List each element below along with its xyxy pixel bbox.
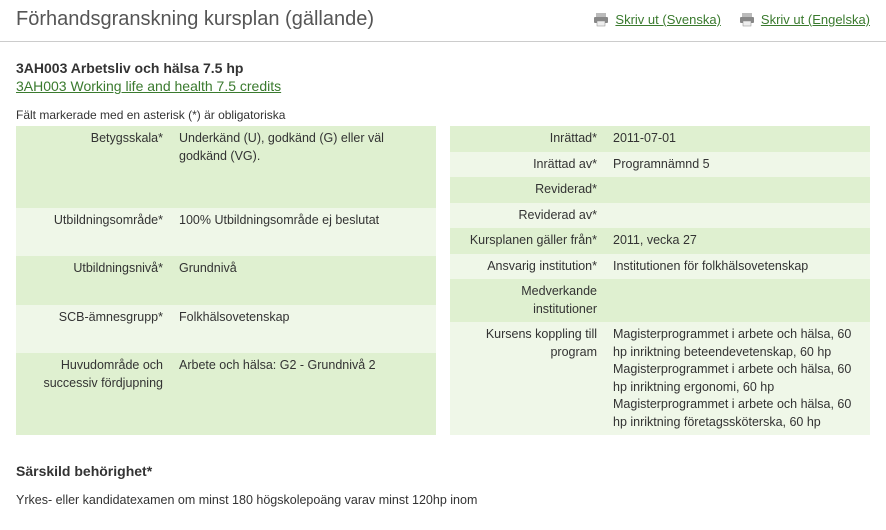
info-value: Institutionen för folkhälsovetenskap	[605, 254, 870, 280]
info-value: Magisterprogrammet i arbete och hälsa, 6…	[605, 322, 870, 435]
info-value	[605, 177, 870, 203]
info-row: Utbildningsnivå*Grundnivå	[16, 256, 436, 304]
print-sv-label: Skriv ut (Svenska)	[615, 12, 720, 27]
course-header: 3AH003 Arbetsliv och hälsa 7.5 hp 3AH003…	[16, 60, 870, 94]
printer-icon	[593, 13, 609, 27]
info-value: 2011, vecka 27	[605, 228, 870, 254]
info-row: Inrättad*2011-07-01	[450, 126, 870, 152]
course-title-en-link[interactable]: 3AH003 Working life and health 7.5 credi…	[16, 78, 281, 94]
info-row: Kursplanen gäller från*2011, vecka 27	[450, 228, 870, 254]
info-value	[605, 279, 870, 322]
info-label: Betygsskala*	[16, 126, 171, 208]
info-row: Huvudområde och successiv fördjupningArb…	[16, 353, 436, 435]
info-label: Huvudområde och successiv fördjupning	[16, 353, 171, 435]
info-label: Utbildningsområde*	[16, 208, 171, 256]
required-fields-note: Fält markerade med en asterisk (*) är ob…	[16, 108, 870, 122]
info-value: Arbete och hälsa: G2 - Grundnivå 2	[171, 353, 436, 435]
print-sv-link[interactable]: Skriv ut (Svenska)	[593, 12, 720, 27]
info-value: Programnämnd 5	[605, 152, 870, 178]
info-value: Folkhälsovetenskap	[171, 305, 436, 353]
info-row: Reviderad*	[450, 177, 870, 203]
info-label: SCB-ämnesgrupp*	[16, 305, 171, 353]
print-en-label: Skriv ut (Engelska)	[761, 12, 870, 27]
info-table-left: Betygsskala*Underkänd (U), godkänd (G) e…	[16, 126, 436, 435]
info-row: Inrättad av*Programnämnd 5	[450, 152, 870, 178]
info-row: SCB-ämnesgrupp*Folkhälsovetenskap	[16, 305, 436, 353]
content: 3AH003 Arbetsliv och hälsa 7.5 hp 3AH003…	[0, 42, 886, 530]
page-title: Förhandsgranskning kursplan (gällande)	[16, 8, 374, 31]
print-en-link[interactable]: Skriv ut (Engelska)	[739, 12, 870, 27]
info-row: Medverkande institutioner	[450, 279, 870, 322]
info-value: Underkänd (U), godkänd (G) eller väl god…	[171, 126, 436, 208]
eligibility-heading: Särskild behörighet*	[16, 463, 870, 479]
info-label: Reviderad av*	[450, 203, 605, 229]
eligibility-body: Yrkes- eller kandidatexamen om minst 180…	[16, 492, 870, 510]
info-row: Kursens koppling till programMagisterpro…	[450, 322, 870, 435]
info-row: Utbildningsområde*100% Utbildningsområde…	[16, 208, 436, 256]
info-row: Reviderad av*	[450, 203, 870, 229]
info-label: Medverkande institutioner	[450, 279, 605, 322]
course-title-sv: 3AH003 Arbetsliv och hälsa 7.5 hp	[16, 60, 870, 76]
page-header: Förhandsgranskning kursplan (gällande) S…	[0, 0, 886, 42]
info-value: 2011-07-01	[605, 126, 870, 152]
info-label: Inrättad av*	[450, 152, 605, 178]
info-label: Reviderad*	[450, 177, 605, 203]
info-label: Utbildningsnivå*	[16, 256, 171, 304]
info-label: Kursplanen gäller från*	[450, 228, 605, 254]
printer-icon	[739, 13, 755, 27]
info-row: Ansvarig institution*Institutionen för f…	[450, 254, 870, 280]
info-label: Inrättad*	[450, 126, 605, 152]
info-tables: Betygsskala*Underkänd (U), godkänd (G) e…	[16, 126, 870, 435]
info-table-right: Inrättad*2011-07-01Inrättad av*Programnä…	[450, 126, 870, 435]
info-label: Kursens koppling till program	[450, 322, 605, 435]
info-value: 100% Utbildningsområde ej beslutat	[171, 208, 436, 256]
info-value: Grundnivå	[171, 256, 436, 304]
info-row: Betygsskala*Underkänd (U), godkänd (G) e…	[16, 126, 436, 208]
print-links: Skriv ut (Svenska) Skriv ut (Engelska)	[593, 12, 870, 27]
info-label: Ansvarig institution*	[450, 254, 605, 280]
info-value	[605, 203, 870, 229]
